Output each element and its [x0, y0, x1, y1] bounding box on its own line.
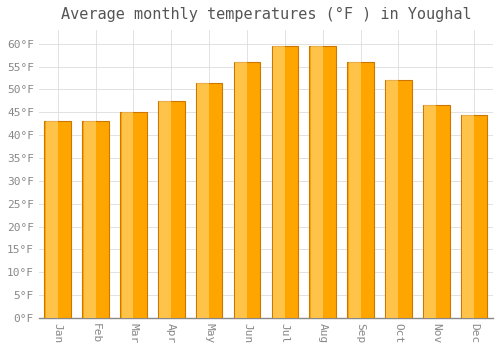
Bar [311, 46, 322, 318]
Bar [461, 114, 487, 318]
Bar [158, 101, 184, 318]
Bar [310, 46, 336, 318]
Bar [462, 114, 474, 318]
Bar [235, 62, 247, 318]
Bar [386, 80, 398, 318]
Bar [273, 46, 285, 318]
Bar [423, 105, 450, 318]
Bar [82, 121, 109, 318]
Bar [122, 112, 134, 318]
Bar [196, 83, 222, 318]
Bar [348, 62, 374, 318]
Bar [160, 101, 172, 318]
Bar [197, 83, 209, 318]
Bar [44, 121, 71, 318]
Bar [348, 62, 360, 318]
Bar [385, 80, 411, 318]
Bar [424, 105, 436, 318]
Bar [272, 46, 298, 318]
Title: Average monthly temperatures (°F ) in Youghal: Average monthly temperatures (°F ) in Yo… [60, 7, 471, 22]
Bar [46, 121, 58, 318]
Bar [120, 112, 146, 318]
Bar [84, 121, 96, 318]
Bar [234, 62, 260, 318]
